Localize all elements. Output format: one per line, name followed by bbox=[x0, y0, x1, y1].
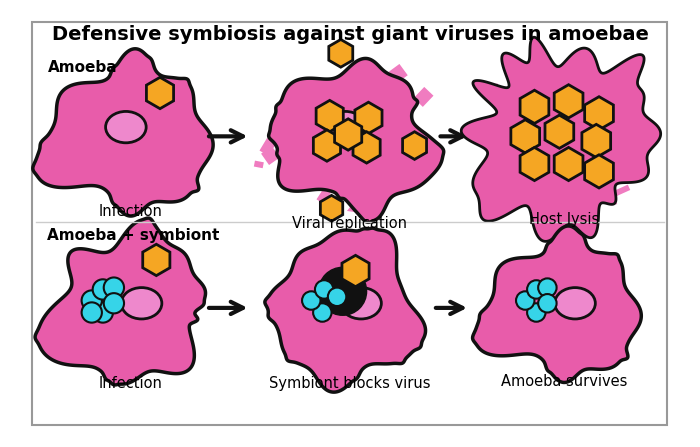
Polygon shape bbox=[261, 146, 280, 165]
Polygon shape bbox=[554, 84, 583, 118]
Ellipse shape bbox=[121, 287, 162, 319]
Polygon shape bbox=[316, 81, 336, 100]
Polygon shape bbox=[342, 255, 369, 287]
Circle shape bbox=[538, 278, 557, 297]
Polygon shape bbox=[290, 118, 312, 137]
Polygon shape bbox=[584, 97, 613, 130]
Polygon shape bbox=[354, 68, 370, 84]
Polygon shape bbox=[143, 244, 170, 276]
Polygon shape bbox=[281, 121, 293, 132]
Polygon shape bbox=[461, 37, 661, 241]
Polygon shape bbox=[314, 130, 340, 161]
Polygon shape bbox=[379, 178, 385, 186]
Polygon shape bbox=[373, 178, 389, 190]
Circle shape bbox=[527, 280, 545, 299]
Polygon shape bbox=[515, 179, 532, 196]
Polygon shape bbox=[269, 59, 444, 222]
Polygon shape bbox=[260, 138, 276, 156]
Circle shape bbox=[302, 291, 321, 310]
Polygon shape bbox=[545, 115, 574, 148]
Ellipse shape bbox=[555, 287, 595, 319]
Polygon shape bbox=[265, 228, 426, 392]
Polygon shape bbox=[500, 186, 514, 202]
Text: Symbiont blocks virus: Symbiont blocks virus bbox=[270, 376, 430, 391]
Circle shape bbox=[328, 287, 346, 306]
Polygon shape bbox=[601, 127, 615, 147]
Text: Viral replication: Viral replication bbox=[293, 216, 407, 232]
Polygon shape bbox=[316, 188, 331, 204]
Polygon shape bbox=[601, 126, 612, 141]
Circle shape bbox=[313, 303, 332, 322]
Polygon shape bbox=[335, 119, 362, 150]
Circle shape bbox=[104, 293, 124, 313]
Text: Infection: Infection bbox=[99, 376, 162, 391]
Polygon shape bbox=[582, 124, 610, 157]
Text: Amoeba: Amoeba bbox=[48, 59, 117, 75]
Polygon shape bbox=[533, 90, 552, 110]
Polygon shape bbox=[353, 132, 380, 163]
Polygon shape bbox=[489, 84, 500, 102]
Circle shape bbox=[318, 267, 367, 315]
Polygon shape bbox=[354, 183, 365, 195]
Polygon shape bbox=[503, 187, 519, 205]
Circle shape bbox=[315, 280, 333, 299]
Polygon shape bbox=[321, 195, 343, 221]
Polygon shape bbox=[473, 226, 641, 383]
Polygon shape bbox=[560, 83, 567, 91]
FancyBboxPatch shape bbox=[32, 22, 667, 425]
Polygon shape bbox=[402, 132, 426, 160]
Polygon shape bbox=[389, 64, 407, 83]
Polygon shape bbox=[254, 160, 264, 168]
Polygon shape bbox=[372, 90, 384, 102]
Polygon shape bbox=[33, 49, 213, 216]
Polygon shape bbox=[519, 179, 536, 192]
Polygon shape bbox=[329, 39, 353, 67]
Polygon shape bbox=[587, 78, 599, 95]
Polygon shape bbox=[511, 120, 540, 153]
Polygon shape bbox=[520, 148, 549, 181]
Polygon shape bbox=[146, 77, 174, 109]
Polygon shape bbox=[388, 153, 398, 163]
Polygon shape bbox=[554, 148, 583, 181]
Text: Defensive symbiosis against giant viruses in amoebae: Defensive symbiosis against giant viruse… bbox=[52, 25, 648, 44]
Polygon shape bbox=[509, 174, 516, 181]
Polygon shape bbox=[512, 142, 531, 160]
Polygon shape bbox=[606, 124, 618, 137]
Polygon shape bbox=[355, 102, 382, 134]
Polygon shape bbox=[524, 169, 536, 181]
Polygon shape bbox=[394, 128, 407, 143]
Circle shape bbox=[538, 294, 557, 312]
Polygon shape bbox=[520, 90, 549, 123]
Polygon shape bbox=[316, 101, 343, 132]
Circle shape bbox=[527, 303, 545, 322]
Polygon shape bbox=[596, 79, 608, 91]
Circle shape bbox=[82, 291, 102, 311]
Circle shape bbox=[92, 279, 113, 299]
Circle shape bbox=[82, 302, 102, 323]
Text: Host lysis: Host lysis bbox=[529, 212, 599, 227]
Polygon shape bbox=[347, 199, 361, 213]
Text: Amoeba + symbiont: Amoeba + symbiont bbox=[48, 228, 220, 244]
Text: Amoeba survives: Amoeba survives bbox=[500, 374, 627, 389]
Polygon shape bbox=[35, 218, 206, 385]
Circle shape bbox=[516, 291, 535, 310]
Ellipse shape bbox=[106, 111, 146, 143]
Polygon shape bbox=[492, 155, 514, 175]
Circle shape bbox=[92, 302, 113, 323]
Text: Infection: Infection bbox=[99, 204, 162, 219]
Ellipse shape bbox=[341, 287, 382, 319]
Polygon shape bbox=[608, 197, 617, 205]
Polygon shape bbox=[414, 87, 433, 107]
Ellipse shape bbox=[325, 111, 365, 143]
Polygon shape bbox=[334, 43, 351, 61]
Polygon shape bbox=[615, 185, 630, 196]
Polygon shape bbox=[584, 155, 613, 188]
Circle shape bbox=[104, 278, 124, 298]
